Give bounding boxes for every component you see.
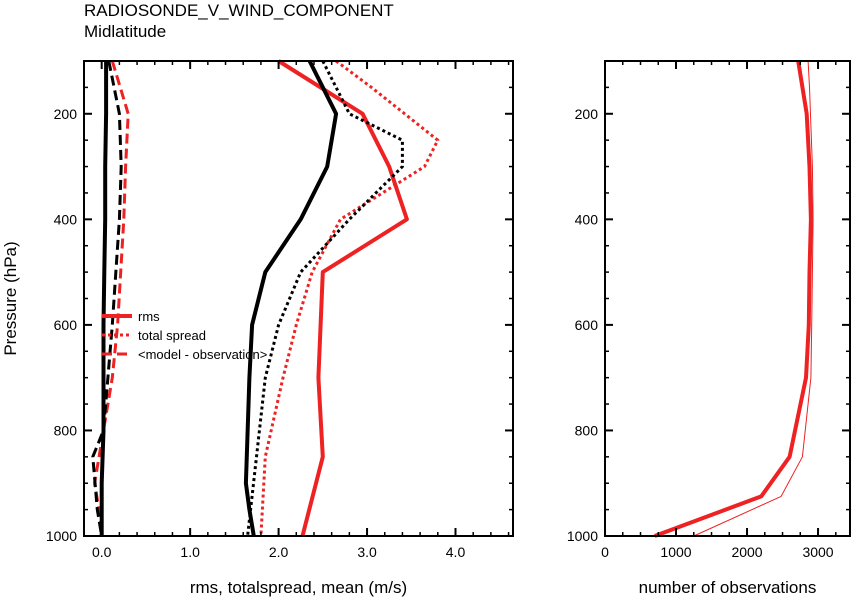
series-line--model-observation-	[93, 60, 130, 537]
x-tick-label: 2000	[731, 544, 762, 560]
plot-frame	[604, 60, 851, 537]
y-tick-label: 800	[575, 422, 599, 438]
series-line-line-0	[654, 60, 813, 538]
y-tick-label: 400	[575, 211, 599, 227]
legend-label: <model - observation>	[138, 347, 267, 362]
chart-title: RADIOSONDE_V_WIND_COMPONENT	[84, 1, 394, 20]
y-tick-label: 200	[575, 106, 599, 122]
series-line-line-6	[99, 61, 109, 536]
plot-frame	[83, 60, 514, 537]
legend: rms total spread <model - observation>	[102, 309, 267, 362]
x-tick-label: 0.0	[92, 544, 112, 560]
profile-panel: 200 400 600 800 1000 0.0 1.0 2.0 3.0 4.0 rms, tota…	[1, 59, 514, 597]
x-tick-label: 1.0	[180, 544, 200, 560]
y-tick-label: 1000	[567, 528, 598, 544]
x-tick-label: 2.0	[269, 544, 289, 560]
series-line-total-spread	[259, 59, 440, 537]
legend-label: rms	[138, 309, 160, 324]
x-axis-label: rms, totalspread, mean (m/s)	[190, 578, 407, 597]
x-tick-label: 1000	[660, 544, 691, 560]
x-tick-label: 3.0	[357, 544, 377, 560]
y-axis-label: Pressure (hPa)	[1, 241, 20, 355]
y-tick-label: 600	[54, 317, 78, 333]
chart-subtitle: Midlatitude	[84, 22, 167, 41]
y-tick-label: 800	[54, 422, 78, 438]
y-tick-label: 400	[54, 211, 78, 227]
y-tick-label: 200	[54, 106, 78, 122]
x-axis-label: number of observations	[639, 578, 817, 597]
series-line-rms	[277, 59, 409, 537]
series-line-line-4	[246, 60, 404, 537]
legend-label: total spread	[138, 328, 206, 343]
y-tick-label: 600	[575, 317, 599, 333]
series-line-line-5	[91, 60, 123, 537]
x-tick-label: 0	[601, 544, 609, 560]
y-tick-label: 1000	[46, 528, 77, 544]
x-tick-label: 4.0	[446, 544, 466, 560]
series-line-line-3	[243, 60, 339, 537]
x-tick-label: 3000	[802, 544, 833, 560]
series-line-line-1	[693, 60, 814, 537]
